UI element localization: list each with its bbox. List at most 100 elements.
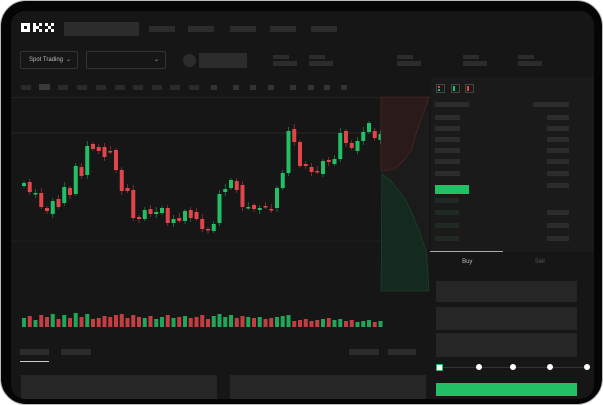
indicator-icon[interactable] xyxy=(211,85,217,90)
volume-bar xyxy=(367,320,371,327)
candle xyxy=(200,219,205,229)
tab-buy[interactable]: Buy xyxy=(462,259,473,265)
stat-label xyxy=(309,55,325,59)
chevron-down-icon[interactable] xyxy=(268,85,274,90)
nav-item[interactable] xyxy=(311,26,337,32)
candle xyxy=(280,173,285,188)
filter-button[interactable] xyxy=(388,349,416,355)
chevron-down-icon: ⌄ xyxy=(65,57,71,63)
timeframe-button[interactable] xyxy=(170,85,180,90)
amount-input[interactable] xyxy=(436,307,577,330)
volume-bar xyxy=(188,318,193,327)
candle xyxy=(211,224,216,231)
stat-value xyxy=(397,61,421,66)
search-bar[interactable] xyxy=(64,22,139,36)
assets-panel xyxy=(230,375,426,399)
volume-bar xyxy=(50,314,55,327)
timeframe-button[interactable] xyxy=(115,85,125,90)
chevron-down-icon[interactable] xyxy=(233,85,239,90)
buy-button[interactable] xyxy=(436,383,577,396)
nav-item[interactable] xyxy=(230,26,256,32)
timeframe-button[interactable] xyxy=(77,85,87,90)
nav-item[interactable] xyxy=(270,26,296,32)
ask-amount xyxy=(547,126,569,131)
stat-value xyxy=(273,61,297,66)
line-icon[interactable] xyxy=(290,85,296,90)
ask-price xyxy=(435,137,460,142)
timeframe-button[interactable] xyxy=(189,85,199,90)
candle xyxy=(102,147,107,157)
fullscreen-icon[interactable] xyxy=(341,85,347,90)
ask-amount xyxy=(547,137,569,142)
volume-bar xyxy=(56,319,61,327)
price-input[interactable] xyxy=(436,281,577,302)
volume-bar xyxy=(194,317,199,327)
stat-label xyxy=(463,55,479,59)
tab-sell[interactable]: Sell xyxy=(534,259,545,265)
pair-price xyxy=(199,53,247,68)
slider-step[interactable] xyxy=(547,364,553,370)
okx-logo xyxy=(21,23,54,32)
volume-bar xyxy=(33,320,38,327)
timeframe-button[interactable] xyxy=(58,85,68,90)
orderbook-both-icon[interactable] xyxy=(436,84,445,93)
volume-bar xyxy=(252,318,256,327)
camera-icon[interactable] xyxy=(324,85,330,90)
depth-asks xyxy=(380,96,430,172)
volume-bar xyxy=(240,316,245,327)
candle xyxy=(56,199,61,207)
timeframe-button[interactable] xyxy=(96,85,106,90)
candle xyxy=(355,141,360,151)
orderbook-header xyxy=(533,102,569,107)
tab-history[interactable] xyxy=(61,349,91,355)
candle xyxy=(108,151,113,153)
candlestick-chart[interactable] xyxy=(11,91,431,331)
volume-bar xyxy=(246,317,251,327)
volume-bar xyxy=(217,314,222,327)
coin-icon xyxy=(183,54,196,67)
pair-dropdown[interactable]: ⌄ xyxy=(86,51,166,69)
chevron-down-icon: ⌄ xyxy=(153,57,159,63)
nav-item[interactable] xyxy=(188,26,214,32)
active-tab-underline xyxy=(20,361,49,362)
slider-handle[interactable] xyxy=(436,364,443,371)
timeframe-button[interactable] xyxy=(21,85,31,90)
candle xyxy=(96,147,101,151)
orderbook-buy-icon[interactable] xyxy=(451,84,460,93)
filter-button[interactable] xyxy=(349,349,379,355)
bid-amount xyxy=(547,236,569,241)
candle xyxy=(22,183,26,186)
stat-label xyxy=(397,55,413,59)
volume-bar xyxy=(125,318,130,327)
candle xyxy=(125,188,130,191)
bid-price xyxy=(435,210,459,215)
candle xyxy=(68,188,72,195)
candle xyxy=(309,167,314,172)
total-input[interactable] xyxy=(436,333,577,357)
orderbook-sell-icon[interactable] xyxy=(465,84,474,93)
ask-amount xyxy=(547,115,569,120)
draw-icon[interactable] xyxy=(250,85,256,90)
timeframe-button[interactable] xyxy=(133,85,143,90)
tab-open-orders[interactable] xyxy=(20,349,49,355)
slider-step[interactable] xyxy=(510,364,516,370)
slider-step[interactable] xyxy=(476,364,482,370)
volume-bar xyxy=(275,317,279,327)
trade-tabs: Buy Sell xyxy=(431,252,576,272)
last-price xyxy=(435,185,469,194)
candle xyxy=(177,218,182,221)
nav-item[interactable] xyxy=(149,26,175,32)
slider-step[interactable] xyxy=(584,364,590,370)
app-screen: Spot Trading ⌄ ⌄ Buy Sell xyxy=(11,11,594,399)
ruler-icon[interactable] xyxy=(308,85,314,90)
volume-bar xyxy=(349,320,354,327)
candle xyxy=(372,131,377,138)
timeframe-button[interactable] xyxy=(152,85,162,90)
volume-bar xyxy=(211,316,216,327)
candle xyxy=(217,194,222,223)
volume-bar xyxy=(361,321,366,327)
volume-bar xyxy=(378,321,383,327)
volume-bar xyxy=(315,320,320,327)
timeframe-button[interactable] xyxy=(39,84,50,90)
market-type-dropdown[interactable]: Spot Trading ⌄ xyxy=(20,51,78,69)
